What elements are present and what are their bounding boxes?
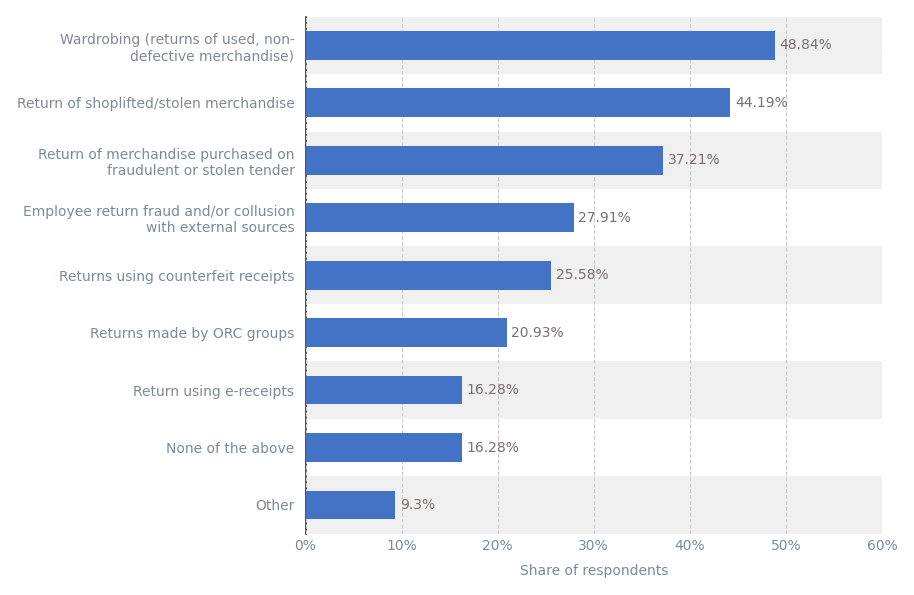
Bar	[305, 419, 882, 476]
Text: 48.84%: 48.84%	[780, 39, 833, 52]
Bar	[305, 31, 775, 60]
Bar	[305, 476, 882, 534]
Bar	[305, 491, 395, 519]
Bar	[305, 361, 882, 419]
Bar	[305, 318, 506, 347]
Bar	[305, 74, 882, 131]
Text: 9.3%: 9.3%	[399, 498, 435, 512]
Bar	[305, 375, 462, 405]
Bar	[305, 131, 882, 189]
Text: 27.91%: 27.91%	[579, 211, 632, 225]
Text: 16.28%: 16.28%	[467, 383, 520, 397]
Bar	[305, 246, 882, 304]
Text: 25.58%: 25.58%	[556, 268, 609, 282]
Bar	[305, 146, 663, 175]
Bar	[305, 203, 574, 232]
Text: 20.93%: 20.93%	[512, 325, 564, 340]
Bar	[305, 433, 462, 462]
Bar	[305, 261, 551, 290]
Bar	[305, 89, 730, 117]
Bar	[305, 304, 882, 361]
Bar	[305, 189, 882, 246]
X-axis label: Share of respondents: Share of respondents	[519, 564, 668, 578]
Text: 16.28%: 16.28%	[467, 440, 520, 455]
Text: 37.21%: 37.21%	[668, 154, 720, 167]
Bar	[305, 17, 882, 74]
Text: 44.19%: 44.19%	[735, 96, 788, 110]
